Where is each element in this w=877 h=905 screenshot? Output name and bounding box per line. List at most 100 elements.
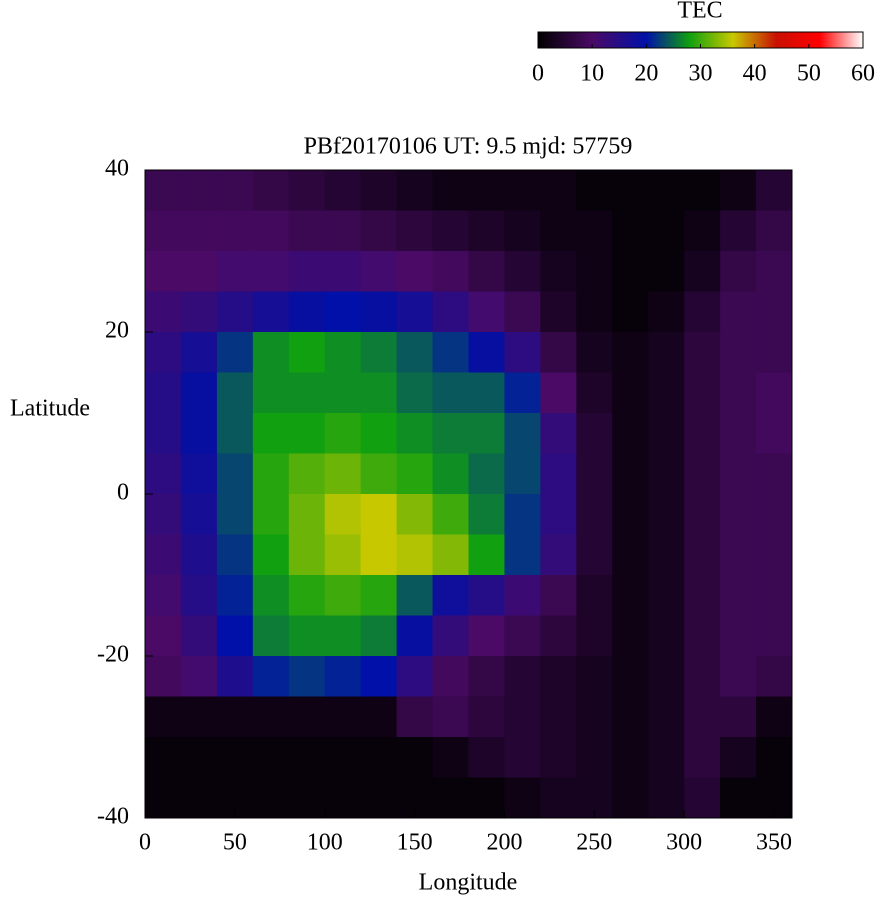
- heat-cell: [648, 696, 685, 738]
- heat-cell: [145, 453, 182, 495]
- colorbar-tick-label: 30: [689, 61, 713, 87]
- heat-cell: [145, 210, 182, 252]
- heat-cell: [288, 170, 326, 211]
- heat-cell: [145, 332, 182, 373]
- heat-cell: [432, 372, 469, 414]
- heat-cell: [612, 575, 649, 616]
- heat-cell: [576, 291, 613, 333]
- heat-cell: [684, 453, 721, 495]
- heat-cell: [576, 372, 613, 414]
- heat-cell: [145, 413, 182, 454]
- heat-cell: [468, 251, 505, 292]
- heat-cell: [648, 453, 685, 495]
- heat-cell: [720, 332, 757, 373]
- heat-cell: [540, 656, 577, 697]
- heat-cell: [540, 170, 577, 211]
- heat-cell: [216, 170, 254, 211]
- heat-cell: [756, 210, 793, 252]
- heat-cell: [648, 372, 685, 414]
- heat-cell: [612, 777, 649, 819]
- heat-cell: [684, 251, 721, 292]
- heat-cell: [396, 372, 434, 414]
- heat-cell: [468, 777, 505, 819]
- heat-cell: [145, 291, 182, 333]
- heat-cell: [216, 332, 254, 373]
- heat-cell: [216, 534, 254, 576]
- heat-cell: [504, 615, 541, 657]
- heat-cell: [468, 372, 505, 414]
- heat-cell: [684, 372, 721, 414]
- heat-cell: [252, 332, 290, 373]
- heat-cell: [324, 656, 362, 697]
- heat-cell: [432, 615, 469, 657]
- heat-cell: [612, 170, 649, 211]
- heat-cell: [756, 737, 793, 778]
- heat-cell: [756, 291, 793, 333]
- heat-cell: [180, 332, 218, 373]
- heat-cell: [360, 251, 398, 292]
- heat-cell: [145, 494, 182, 535]
- heat-cell: [504, 777, 541, 819]
- heat-cell: [612, 696, 649, 738]
- heat-cell: [216, 372, 254, 414]
- heat-cell: [756, 170, 793, 211]
- heat-cell: [720, 494, 757, 535]
- heat-cell: [504, 332, 541, 373]
- heat-cell: [288, 737, 326, 778]
- heat-cell: [684, 534, 721, 576]
- heat-cell: [684, 332, 721, 373]
- heat-cell: [540, 453, 577, 495]
- heat-cell: [324, 332, 362, 373]
- x-tick-label: 300: [666, 830, 702, 856]
- heat-cell: [360, 737, 398, 778]
- heat-cell: [360, 372, 398, 414]
- heat-cell: [684, 170, 721, 211]
- heat-cell: [252, 696, 290, 738]
- y-tick-label: -20: [97, 642, 129, 668]
- heat-cell: [432, 737, 469, 778]
- heat-cell: [504, 210, 541, 252]
- heat-cell: [252, 777, 290, 819]
- heat-cell: [396, 615, 434, 657]
- heat-cell: [576, 656, 613, 697]
- heat-cell: [180, 453, 218, 495]
- heat-cell: [396, 656, 434, 697]
- heat-cell: [216, 494, 254, 535]
- x-tick-label: 50: [223, 830, 247, 856]
- heat-cell: [720, 170, 757, 211]
- heat-cell: [324, 696, 362, 738]
- heat-cell: [252, 494, 290, 535]
- colorbar-tick-label: 60: [851, 61, 875, 87]
- heat-cell: [180, 615, 218, 657]
- heat-cell: [504, 372, 541, 414]
- y-tick-label: 0: [117, 480, 129, 506]
- heat-cell: [216, 656, 254, 697]
- heat-cell: [288, 777, 326, 819]
- heat-cell: [720, 291, 757, 333]
- heat-cell: [684, 413, 721, 454]
- heat-cell: [288, 494, 326, 535]
- heat-cell: [684, 575, 721, 616]
- heat-cell: [432, 656, 469, 697]
- heat-cell: [180, 372, 218, 414]
- heat-cell: [216, 575, 254, 616]
- colorbar-label: TEC: [677, 0, 722, 24]
- heat-cell: [216, 453, 254, 495]
- heat-cell: [396, 453, 434, 495]
- heat-cell: [540, 494, 577, 535]
- heat-cell: [145, 696, 182, 738]
- heat-cell: [504, 575, 541, 616]
- heat-cell: [504, 251, 541, 292]
- heat-cell: [648, 534, 685, 576]
- heat-cell: [324, 777, 362, 819]
- heat-cell: [576, 575, 613, 616]
- heat-cell: [252, 413, 290, 454]
- heat-cell: [180, 210, 218, 252]
- heat-cell: [648, 413, 685, 454]
- heat-cell: [360, 615, 398, 657]
- heat-cell: [252, 291, 290, 333]
- heat-cell: [756, 453, 793, 495]
- colorbar-tick-label: 20: [634, 61, 658, 87]
- heat-cell: [396, 291, 434, 333]
- x-tick-label: 350: [756, 830, 792, 856]
